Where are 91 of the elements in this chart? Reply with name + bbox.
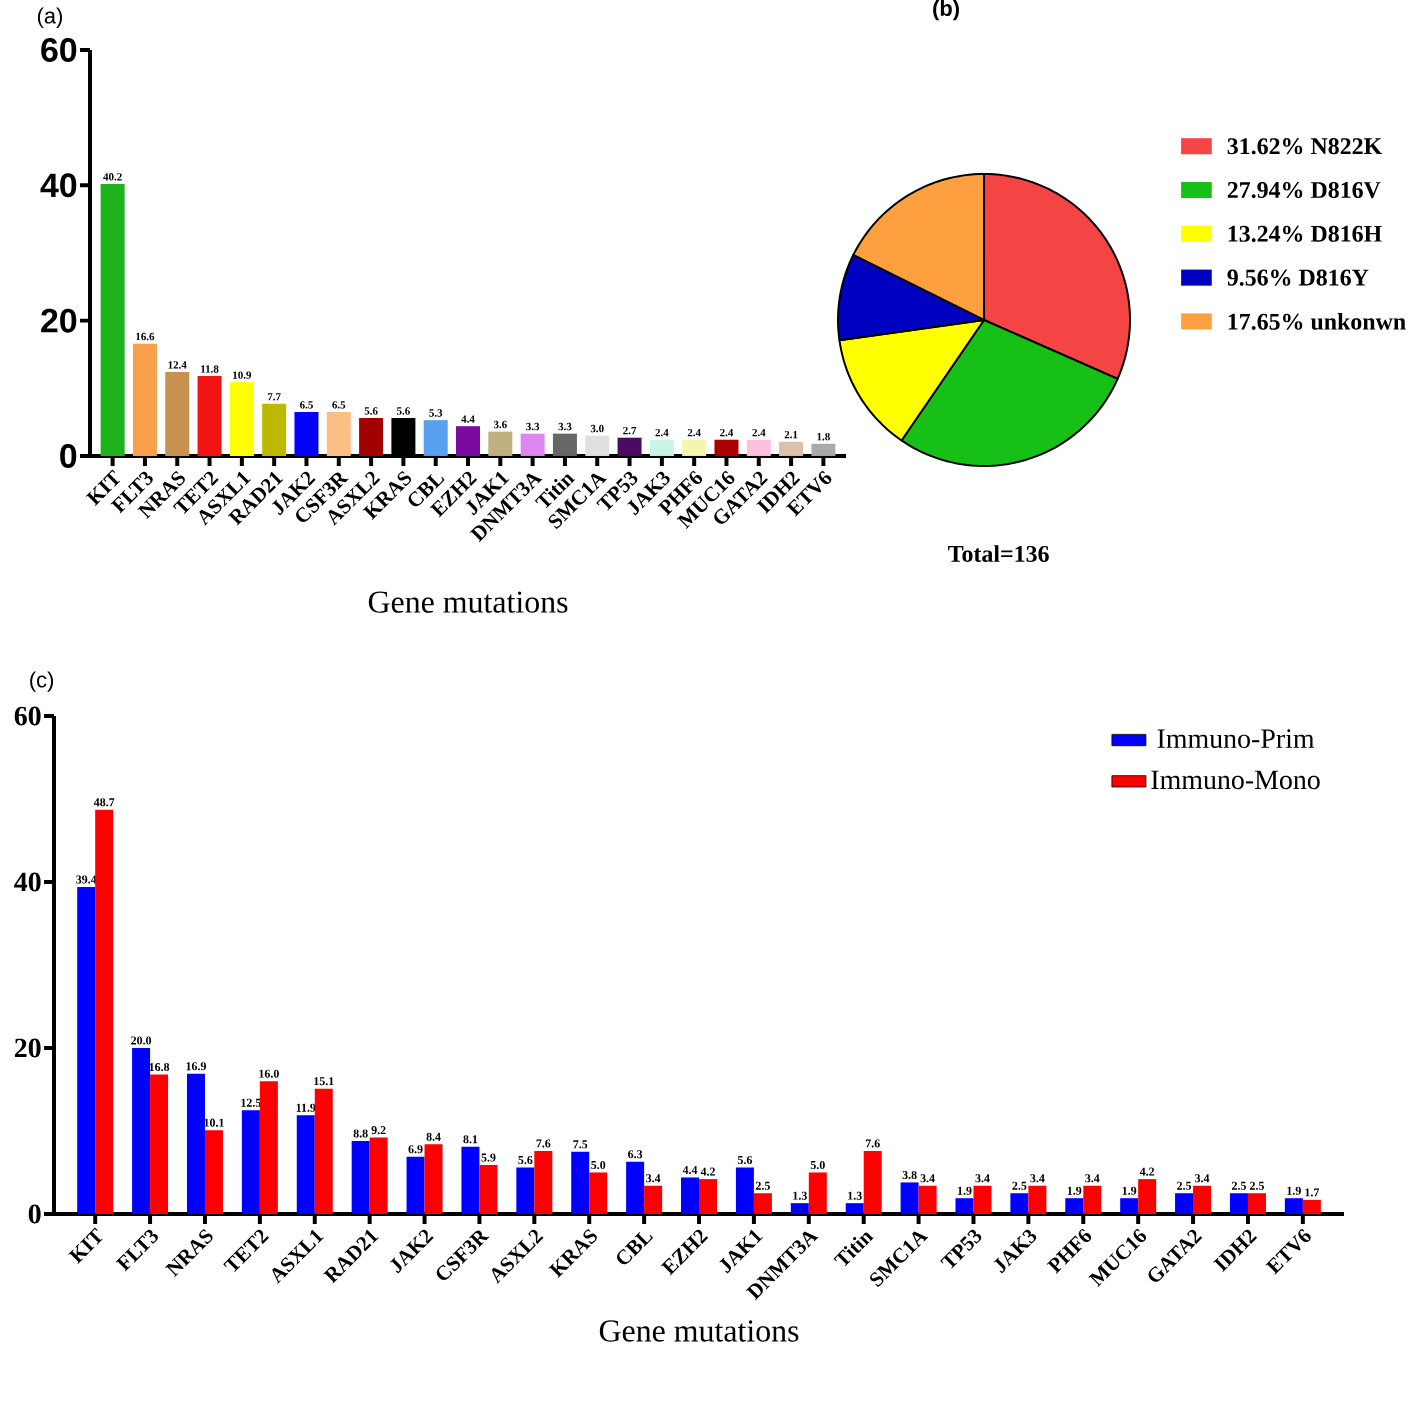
bar bbox=[296, 1115, 315, 1214]
bar bbox=[77, 886, 96, 1214]
bar bbox=[1247, 1193, 1266, 1214]
bar bbox=[1284, 1198, 1303, 1214]
bar bbox=[229, 382, 254, 456]
bar bbox=[423, 420, 448, 456]
bar bbox=[132, 1047, 151, 1214]
bar bbox=[845, 1203, 864, 1214]
bar bbox=[314, 1088, 333, 1214]
bar bbox=[1175, 1193, 1194, 1214]
y-tick-label: 60 bbox=[14, 706, 41, 726]
legend-label: 17.65% unkonwn bbox=[1228, 312, 1406, 330]
bar bbox=[1302, 1199, 1321, 1214]
bar bbox=[585, 435, 610, 456]
bar bbox=[1229, 1193, 1248, 1214]
bar bbox=[150, 1074, 169, 1214]
bar bbox=[406, 1156, 425, 1214]
bar bbox=[326, 411, 351, 456]
bar bbox=[644, 1185, 663, 1214]
bar bbox=[262, 403, 287, 456]
y-tick-label: 60 bbox=[41, 37, 77, 62]
bar bbox=[900, 1182, 919, 1214]
y-tick-label: 0 bbox=[60, 443, 77, 468]
text: Total=136 bbox=[948, 545, 1049, 562]
y-tick-label: 40 bbox=[40, 173, 77, 198]
bar bbox=[1083, 1185, 1102, 1214]
bar bbox=[746, 439, 771, 456]
bar bbox=[369, 1137, 388, 1214]
chart-title: (a) bbox=[37, 7, 62, 28]
bar bbox=[617, 437, 642, 456]
bar bbox=[811, 443, 836, 456]
bar bbox=[132, 343, 157, 456]
bar bbox=[682, 439, 707, 456]
bar bbox=[918, 1185, 937, 1214]
chart-title: (b) bbox=[933, 0, 959, 21]
legend-label: 31.62% N822K bbox=[1227, 138, 1382, 155]
y-tick-label: 20 bbox=[41, 308, 77, 333]
legend-label: Immuno-Mono bbox=[1151, 770, 1320, 790]
bar bbox=[955, 1198, 974, 1214]
bar bbox=[649, 439, 674, 456]
x-axis-title: Gene mutations bbox=[599, 1320, 799, 1342]
bar bbox=[294, 411, 319, 456]
bar bbox=[1193, 1185, 1212, 1214]
bar bbox=[488, 431, 513, 456]
bar bbox=[681, 1177, 700, 1214]
bar bbox=[735, 1167, 754, 1214]
bar bbox=[534, 1150, 553, 1214]
bar bbox=[461, 1146, 480, 1214]
bar bbox=[753, 1193, 772, 1214]
bar bbox=[1120, 1198, 1139, 1214]
bar bbox=[699, 1179, 718, 1214]
bar bbox=[808, 1172, 827, 1214]
bar bbox=[626, 1161, 645, 1214]
legend-label: 9.56% D816Y bbox=[1227, 269, 1369, 286]
bar bbox=[359, 418, 384, 456]
bar bbox=[714, 439, 739, 456]
bar bbox=[589, 1172, 608, 1214]
bar bbox=[571, 1151, 590, 1214]
y-tick-label: 20 bbox=[14, 1038, 41, 1058]
bar bbox=[424, 1144, 443, 1214]
bar bbox=[197, 376, 222, 456]
bar bbox=[779, 441, 804, 456]
x-axis-title: Gene mutations bbox=[368, 591, 568, 613]
bar bbox=[1028, 1185, 1047, 1214]
bar bbox=[1065, 1198, 1084, 1214]
bar bbox=[790, 1203, 809, 1214]
bar bbox=[351, 1140, 370, 1214]
bar bbox=[456, 426, 481, 456]
bar bbox=[259, 1081, 278, 1214]
bar bbox=[1138, 1179, 1157, 1214]
bar bbox=[973, 1185, 992, 1214]
bar bbox=[552, 433, 577, 456]
y-tick-label: 0 bbox=[28, 1204, 41, 1224]
bar bbox=[241, 1110, 260, 1214]
y-tick-label: 40 bbox=[14, 872, 41, 892]
bar bbox=[1010, 1193, 1029, 1214]
legend-label: Immuno-Prim bbox=[1157, 729, 1315, 749]
x-tick-label: CBL bbox=[617, 1232, 654, 1265]
bar bbox=[479, 1165, 498, 1214]
bar bbox=[165, 372, 190, 456]
bar bbox=[186, 1073, 205, 1214]
bar bbox=[100, 183, 125, 456]
bar bbox=[863, 1150, 882, 1214]
bar bbox=[95, 809, 114, 1214]
bar bbox=[520, 433, 545, 456]
x-tick-label: Titin bbox=[833, 1232, 874, 1267]
bar bbox=[516, 1167, 535, 1214]
chart-title: (c) bbox=[30, 671, 54, 692]
legend-label: 27.94% D816V bbox=[1227, 181, 1381, 199]
bar bbox=[204, 1130, 223, 1214]
legend-label: 13.24% D816H bbox=[1228, 225, 1382, 242]
